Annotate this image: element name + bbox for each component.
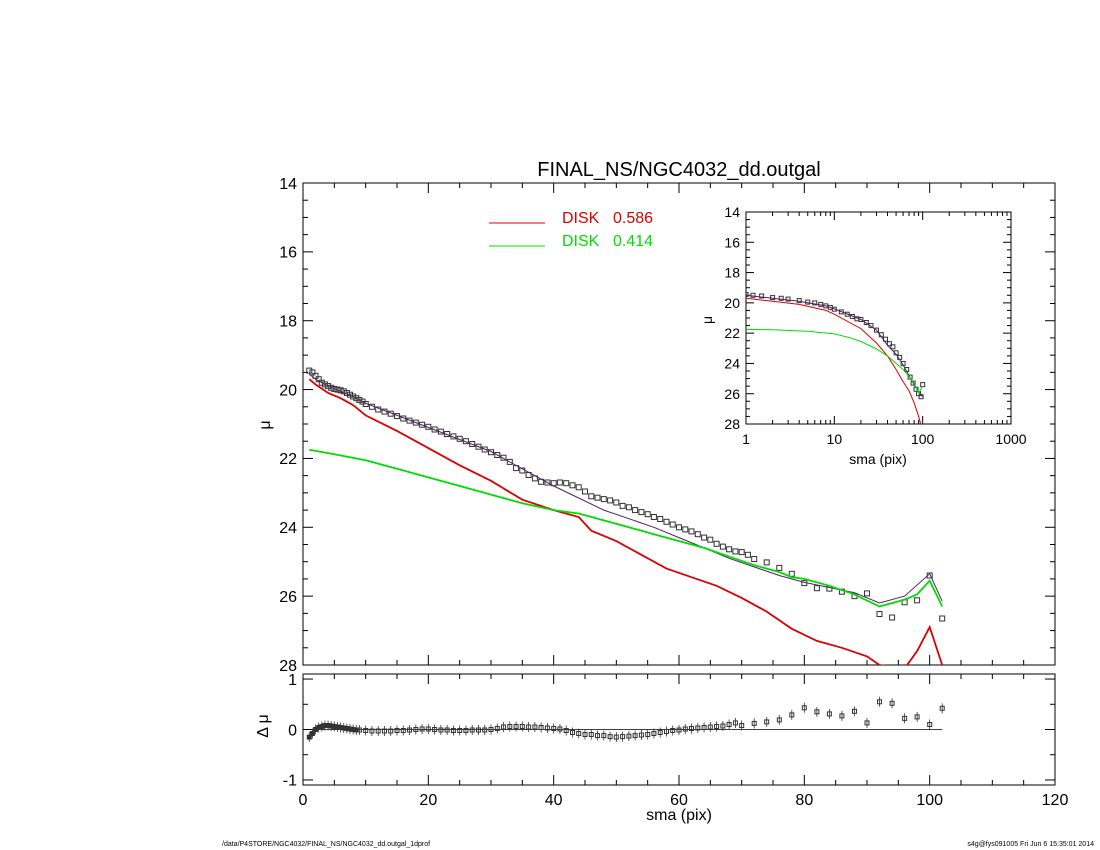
residual-point: [310, 732, 314, 736]
main-data-point: [752, 557, 757, 562]
main-data-point: [589, 494, 594, 499]
main-data-point: [733, 549, 738, 554]
main-data-point: [614, 500, 619, 505]
main-data-point: [620, 503, 625, 508]
main-data-point: [739, 550, 744, 555]
inset-model-line: [746, 295, 923, 396]
main-data-point: [683, 527, 688, 532]
residual-x-tick-label: 80: [795, 792, 813, 809]
legend-value-disk1: 0.586: [613, 210, 653, 227]
legend-value-disk2: 0.414: [613, 233, 653, 250]
main-series-line-disk1: [309, 379, 942, 668]
main-data-point: [677, 525, 682, 530]
inset-data-point: [771, 296, 775, 300]
legend-label-disk2: DISK: [562, 233, 600, 250]
main-data-point: [702, 535, 707, 540]
main-data-point: [670, 522, 675, 527]
main-plot: 14 16 18 20 22 24 26 28: [279, 176, 1055, 675]
main-data-point: [626, 505, 631, 510]
residual-x-tick-label: 0: [299, 792, 308, 809]
main-data-point: [940, 616, 945, 621]
inset-y-tick-label: 20: [724, 295, 740, 311]
footer-path: /data/P4STORE/NGC4032/FINAL_NS/NGC4032_d…: [222, 841, 430, 848]
legend: DISK 0.586 DISK 0.414: [489, 210, 653, 250]
residual-x-tick-label: 100: [916, 792, 943, 809]
main-data-point: [570, 483, 575, 488]
residual-plot: 020406080100120-101: [283, 672, 1069, 809]
main-data-point: [608, 498, 613, 503]
main-data-point: [695, 532, 700, 537]
main-data-point: [745, 552, 750, 557]
residual-y-tick-label: -1: [283, 773, 297, 790]
main-y-tick-label: 26: [279, 589, 297, 606]
inset-y-tick-label: 18: [724, 265, 740, 281]
main-data-point: [777, 565, 782, 570]
main-data-point: [651, 515, 656, 520]
inset-x-tick-label: 1: [742, 431, 750, 447]
main-data-point: [720, 544, 725, 549]
main-y-axis-label: μ: [257, 420, 274, 429]
main-data-point: [595, 495, 600, 500]
main-y-tick-label: 22: [279, 451, 297, 468]
inset-y-tick-label: 26: [724, 386, 740, 402]
main-data-point: [633, 508, 638, 513]
chart-title: FINAL_NS/NGC4032_dd.outgal: [537, 159, 821, 181]
main-data-point: [576, 485, 581, 490]
residual-y-axis-label: Δ μ: [255, 714, 272, 737]
main-y-tick-label: 20: [279, 382, 297, 399]
main-data-point: [865, 591, 870, 596]
inset-x-tick-label: 10: [827, 431, 843, 447]
inset-y-tick-label: 14: [724, 204, 740, 220]
main-data-point: [890, 615, 895, 620]
main-data-point: [915, 598, 920, 603]
residual-x-tick-label: 20: [419, 792, 437, 809]
inset-x-tick-label: 1000: [995, 431, 1026, 447]
main-data-point: [645, 512, 650, 517]
inset-y-tick-label: 16: [724, 234, 740, 250]
main-model-line: [309, 374, 942, 603]
main-y-tick-label: 18: [279, 313, 297, 330]
main-data-point: [310, 370, 315, 375]
footer-user-timestamp: s4g@fys091005 Fri Jun 6 15:35:01 2014: [967, 841, 1094, 848]
main-data-point: [557, 480, 562, 485]
residual-x-axis-label: sma (pix): [646, 807, 712, 824]
main-data-point: [639, 510, 644, 515]
inset-series-line-disk1: [746, 298, 923, 424]
legend-label-disk1: DISK: [562, 210, 600, 227]
main-data-point: [727, 547, 732, 552]
main-data-point: [658, 517, 663, 522]
main-data-point: [583, 489, 588, 494]
residual-y-tick-label: 0: [288, 722, 297, 739]
main-data-point: [664, 519, 669, 524]
main-data-point: [601, 497, 606, 502]
inset-y-tick-label: 24: [724, 355, 740, 371]
inset-y-tick-label: 22: [724, 325, 740, 341]
main-data-point: [877, 612, 882, 617]
inset-series-line-disk2: [746, 329, 923, 393]
residual-x-tick-label: 40: [545, 792, 563, 809]
inset-x-tick-label: 100: [911, 431, 935, 447]
main-y-tick-label: 24: [279, 520, 297, 537]
main-data-point: [564, 481, 569, 486]
main-data-point: [714, 541, 719, 546]
inset-x-axis-label: sma (pix): [849, 451, 907, 467]
residual-y-tick-label: 1: [288, 672, 297, 689]
main-data-point: [814, 586, 819, 591]
inset-frame: [746, 212, 1011, 424]
inset-data-point: [921, 383, 925, 387]
main-series-line-disk2: [309, 450, 942, 607]
main-data-point: [764, 560, 769, 565]
main-data-point: [708, 537, 713, 542]
inset-plot: 1 10 100 1000 14 16 18 20 22 24 26 28: [724, 204, 1026, 447]
main-y-tick-label: 14: [279, 176, 297, 193]
main-data-point: [689, 529, 694, 534]
inset-y-axis-label: μ: [699, 316, 715, 324]
main-y-tick-label: 16: [279, 245, 297, 262]
inset-y-tick-label: 28: [724, 416, 740, 432]
residual-x-tick-label: 120: [1042, 792, 1069, 809]
